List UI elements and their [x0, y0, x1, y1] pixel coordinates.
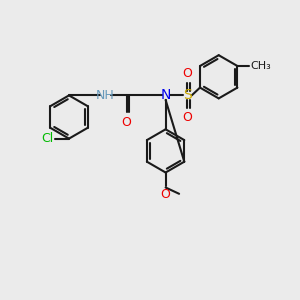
Text: CH₃: CH₃	[250, 61, 271, 71]
Text: NH: NH	[96, 89, 114, 102]
Text: Cl: Cl	[42, 132, 54, 145]
Text: O: O	[182, 67, 192, 80]
Text: S: S	[183, 88, 192, 102]
Text: O: O	[182, 111, 192, 124]
Text: N: N	[160, 88, 171, 102]
Text: O: O	[161, 188, 170, 201]
Text: O: O	[122, 116, 131, 128]
